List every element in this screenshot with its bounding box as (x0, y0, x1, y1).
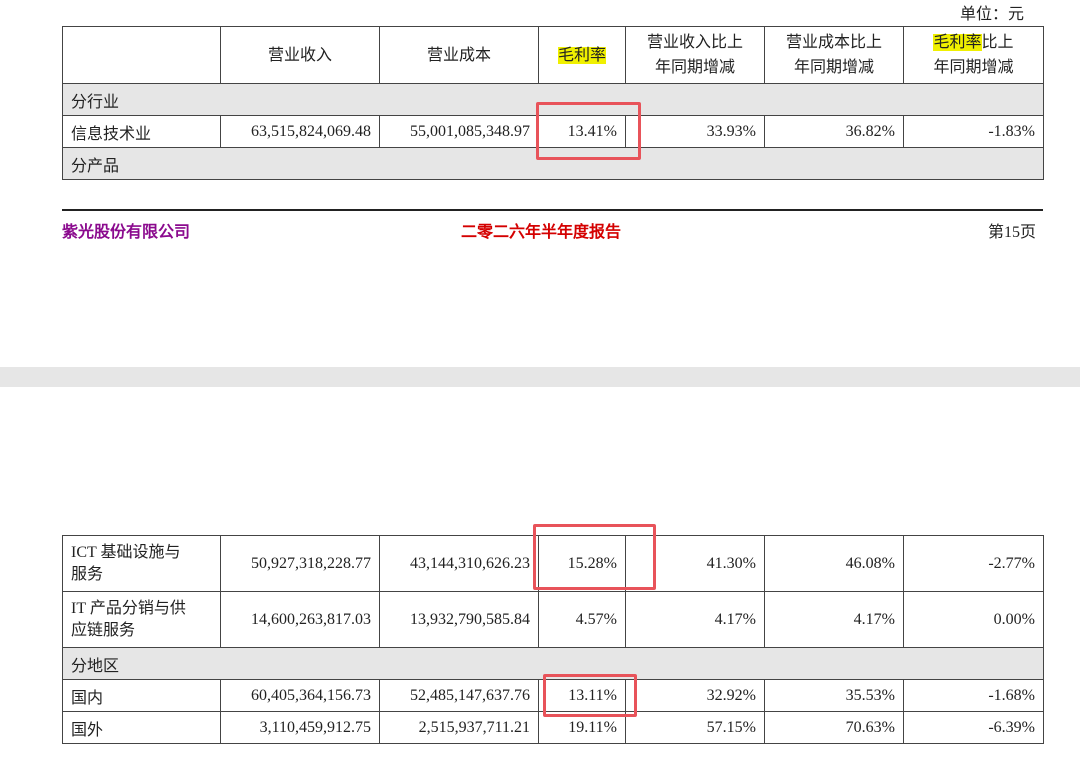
table-row: 国外 3,110,459,912.75 2,515,937,711.21 19.… (62, 711, 1044, 744)
row-margin-yoy: 0.00% (903, 591, 1044, 648)
row-margin: 13.11% (538, 679, 626, 712)
row-cost-yoy: 36.82% (764, 115, 904, 148)
row-cost: 52,485,147,637.76 (379, 679, 539, 712)
row-name: IT 产品分销与供 应链服务 (62, 591, 221, 648)
unit-label: 单位：元 (960, 6, 1025, 23)
section-industry: 分行业 (62, 83, 1044, 116)
row-margin: 13.41% (538, 115, 626, 148)
row-cost: 55,001,085,348.97 (379, 115, 539, 148)
header-margin-yoy: 毛利率比上 年同期增减 (903, 26, 1044, 84)
header-cost-yoy: 营业成本比上 年同期增减 (764, 26, 904, 84)
row-name: 国外 (62, 711, 221, 744)
section-product: 分产品 (62, 147, 1044, 180)
financial-table-bottom: ICT 基础设施与 服务 50,927,318,228.77 43,144,310… (62, 535, 1044, 744)
financial-table-top: 营业收入 营业成本 毛利率 营业收入比上 年同期增减 营业成本比上 年同期增减 毛利… (62, 26, 1044, 180)
section-row-product: 分产品 (62, 147, 1044, 180)
row-revenue-yoy: 32.92% (625, 679, 765, 712)
highlight-box-3 (543, 674, 637, 717)
row-margin-yoy: -6.39% (903, 711, 1044, 744)
highlight-box-2 (533, 524, 656, 590)
page-separator (0, 367, 1080, 387)
row-cost: 43,144,310,626.23 (379, 535, 539, 592)
row-cost-yoy: 70.63% (764, 711, 904, 744)
row-revenue-yoy: 41.30% (625, 535, 765, 592)
row-revenue: 50,927,318,228.77 (220, 535, 380, 592)
footer-report-title: 二零二六年半年度报告 (461, 222, 622, 241)
table-row: ICT 基础设施与 服务 50,927,318,228.77 43,144,310… (62, 535, 1044, 592)
row-revenue: 14,600,263,817.03 (220, 591, 380, 648)
row-cost-yoy: 35.53% (764, 679, 904, 712)
row-revenue: 60,405,364,156.73 (220, 679, 380, 712)
row-margin: 15.28% (538, 535, 626, 592)
header-blank (62, 26, 221, 84)
row-revenue-yoy: 57.15% (625, 711, 765, 744)
row-cost: 2,515,937,711.21 (379, 711, 539, 744)
row-margin-yoy: -2.77% (903, 535, 1044, 592)
header-row: 营业收入 营业成本 毛利率 营业收入比上 年同期增减 营业成本比上 年同期增减 毛利… (62, 26, 1044, 84)
row-revenue-yoy: 33.93% (625, 115, 765, 148)
footer-page-number: 第15页 (988, 224, 1037, 241)
header-margin-yoy-highlight: 毛利率 (933, 34, 982, 51)
section-row-industry: 分行业 (62, 83, 1044, 116)
row-revenue: 63,515,824,069.48 (220, 115, 380, 148)
header-revenue-yoy: 营业收入比上 年同期增减 (625, 26, 765, 84)
row-revenue: 3,110,459,912.75 (220, 711, 380, 744)
highlight-box-1 (536, 102, 641, 160)
row-cost-yoy: 46.08% (764, 535, 904, 592)
row-name: 国内 (62, 679, 221, 712)
row-margin: 4.57% (538, 591, 626, 648)
row-revenue-yoy: 4.17% (625, 591, 765, 648)
row-name: ICT 基础设施与 服务 (62, 535, 221, 592)
row-cost: 13,932,790,585.84 (379, 591, 539, 648)
footer-rule (62, 209, 1043, 211)
row-margin-yoy: -1.83% (903, 115, 1044, 148)
table-row: IT 产品分销与供 应链服务 14,600,263,817.03 13,932,7… (62, 591, 1044, 648)
row-margin-yoy: -1.68% (903, 679, 1044, 712)
header-margin: 毛利率 (538, 26, 626, 84)
footer-company: 紫光股份有限公司 (62, 222, 191, 241)
header-revenue: 营业收入 (220, 26, 380, 84)
header-cost: 营业成本 (379, 26, 539, 84)
row-cost-yoy: 4.17% (764, 591, 904, 648)
row-name: 信息技术业 (62, 115, 221, 148)
header-margin-highlight: 毛利率 (557, 46, 606, 64)
